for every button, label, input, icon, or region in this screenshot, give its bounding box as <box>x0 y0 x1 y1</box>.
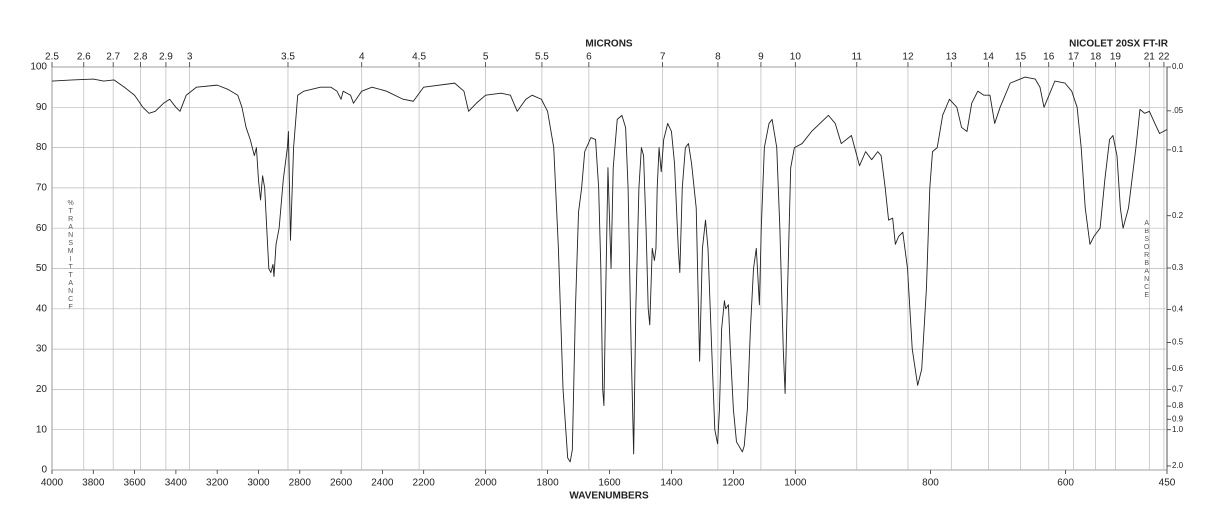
x2-tick-label: 2.6 <box>77 52 91 63</box>
y2-tick-label: 0.2 <box>1172 211 1184 220</box>
y-tick-label: 90 <box>36 102 48 113</box>
y2-tick-label: 0.6 <box>1172 364 1184 373</box>
y-tick-label: 0 <box>41 465 47 476</box>
x2-tick-label: 4.5 <box>412 52 426 63</box>
y-axis-title: %TRANSMITTANCE <box>67 200 74 312</box>
y2-tick-label: 0.4 <box>1172 305 1184 314</box>
y2-tick-label: 0.3 <box>1172 263 1184 272</box>
x2-tick-label: 4 <box>359 52 365 63</box>
x2-tick-label: 19 <box>1110 52 1122 63</box>
x2-tick-label: 9 <box>758 52 764 63</box>
spectrum-line <box>51 76 1168 463</box>
x-tick-label: 2000 <box>474 478 497 489</box>
x2-tick-label: 2.5 <box>45 52 59 63</box>
x-tick-label: 3800 <box>82 478 105 489</box>
x2-tick-label: 2.7 <box>106 52 120 63</box>
x2-tick-label: 5.5 <box>535 52 549 63</box>
x2-tick-label: 15 <box>1015 52 1027 63</box>
y2-tick-label: 0.8 <box>1172 401 1184 410</box>
x2-tick-label: 21 <box>1144 52 1156 63</box>
x2-tick-label: 6 <box>586 52 592 63</box>
x-tick-label: 800 <box>922 478 939 489</box>
y-tick-label: 70 <box>36 183 48 194</box>
y-tick-label: 80 <box>36 142 48 153</box>
y2-tick-label: 0.0 <box>1172 62 1184 71</box>
x2-tick-label: 14 <box>983 52 995 63</box>
x-tick-label: 600 <box>1057 478 1074 489</box>
x-tick-label: 2800 <box>289 478 312 489</box>
y-tick-label: 20 <box>36 384 48 395</box>
x2-tick-label: 7 <box>660 52 666 63</box>
y2-tick-label: .05 <box>1172 106 1184 115</box>
y2-axis-title: ABSORBANCE <box>1143 220 1150 300</box>
x-tick-label: 3000 <box>247 478 270 489</box>
x-axis-title: WAVENUMBERS <box>569 491 649 502</box>
x-tick-label: 1000 <box>784 478 807 489</box>
x2-tick-label: 18 <box>1090 52 1102 63</box>
y-tick-label: 100 <box>30 62 47 73</box>
x-tick-label: 1200 <box>722 478 745 489</box>
x-tick-label: 1400 <box>660 478 683 489</box>
y-tick-label: 10 <box>36 424 48 435</box>
x2-tick-label: 3.5 <box>281 52 295 63</box>
x2-tick-label: 8 <box>715 52 721 63</box>
y2-tick-label: 1.0 <box>1172 425 1184 434</box>
x2-tick-label: 13 <box>946 52 958 63</box>
x2-axis-title: MICRONS <box>585 39 633 50</box>
x2-tick-label: 2.8 <box>134 52 148 63</box>
x-tick-label: 450 <box>1159 478 1176 489</box>
x-tick-label: 1600 <box>598 478 621 489</box>
x2-tick-label: 12 <box>902 52 914 63</box>
chart-title: NICOLET 20SX FT-IR <box>1069 39 1169 50</box>
x-tick-label: 3200 <box>206 478 229 489</box>
x-tick-label: 1800 <box>536 478 559 489</box>
y-tick-label: 40 <box>36 303 48 314</box>
x2-tick-label: 16 <box>1043 52 1055 63</box>
x-tick-label: 4000 <box>41 478 64 489</box>
x-tick-label: 2600 <box>330 478 353 489</box>
y-tick-label: 50 <box>36 263 48 274</box>
x-tick-label: 3400 <box>165 478 188 489</box>
x2-tick-label: 2.9 <box>159 52 173 63</box>
y2-tick-label: 0.5 <box>1172 338 1184 347</box>
x2-tick-label: 10 <box>790 52 802 63</box>
x2-tick-label: 3 <box>187 52 193 63</box>
x2-tick-label: 5 <box>483 52 489 63</box>
y-tick-label: 60 <box>36 223 48 234</box>
y-tick-label: 30 <box>36 344 48 355</box>
x-tick-label: 2200 <box>413 478 436 489</box>
y2-tick-label: 2.0 <box>1172 461 1184 470</box>
x-tick-label: 3600 <box>123 478 146 489</box>
y2-tick-label: 0.7 <box>1172 385 1184 394</box>
y2-tick-label: 0.9 <box>1172 414 1184 423</box>
x2-tick-label: 22 <box>1158 52 1170 63</box>
x2-tick-label: 11 <box>852 52 863 63</box>
y2-tick-label: 0.1 <box>1172 145 1184 154</box>
x-tick-label: 2400 <box>371 478 394 489</box>
x2-tick-label: 17 <box>1068 52 1080 63</box>
